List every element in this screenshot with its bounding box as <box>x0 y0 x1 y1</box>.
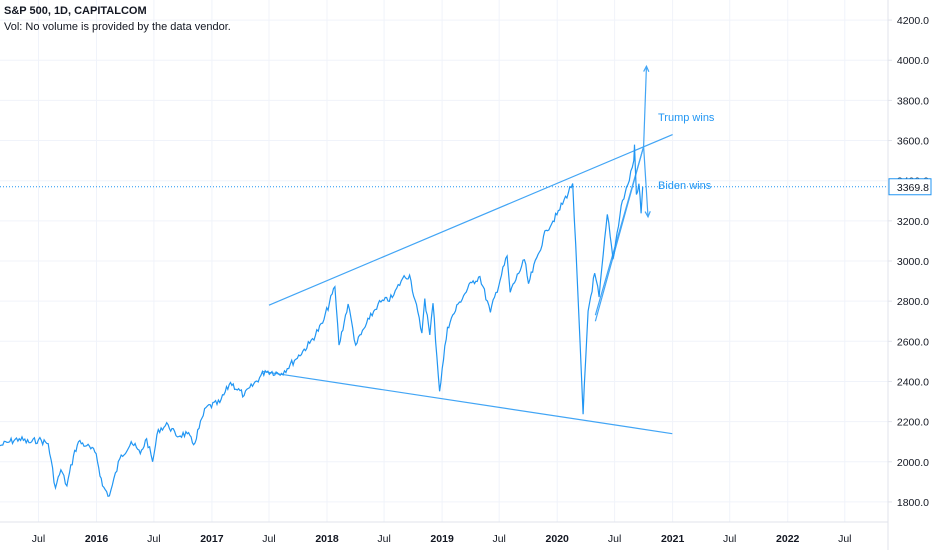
x-tick-label: 2017 <box>200 533 224 545</box>
x-tick-label: Jul <box>838 533 851 545</box>
y-tick-label: 2400.0 <box>897 376 929 388</box>
y-tick-label: 3000.0 <box>897 256 929 268</box>
x-tick-label: Jul <box>608 533 621 545</box>
upper-trendline[interactable] <box>268 133 673 306</box>
y-tick-label: 2600.0 <box>897 336 929 348</box>
y-tick-label: 3800.0 <box>897 95 929 107</box>
trump-arrow-line[interactable] <box>643 66 648 147</box>
biden-wins-label[interactable]: Biden wins <box>658 180 712 192</box>
x-tick-label: Jul <box>492 533 505 545</box>
y-tick-label: 4200.0 <box>897 15 929 27</box>
x-tick-label: 2022 <box>776 533 800 545</box>
y-tick-label: 4000.0 <box>897 55 929 67</box>
x-tick-label: Jul <box>32 533 45 545</box>
biden-arrow-head <box>644 211 651 219</box>
x-tick-label: 2020 <box>546 533 570 545</box>
trump-wins-label[interactable]: Trump wins <box>658 112 715 124</box>
price-series-line[interactable] <box>0 144 644 498</box>
chart-legend: S&P 500, 1D, CAPITALCOM Vol: No volume i… <box>4 3 231 35</box>
y-tick-label: 1800.0 <box>897 497 929 509</box>
lower-trendline[interactable] <box>262 370 673 435</box>
grid-group <box>0 0 888 522</box>
x-tick-label: 2018 <box>315 533 339 545</box>
x-tick-label: Jul <box>377 533 390 545</box>
biden-arrow-line[interactable] <box>643 146 649 217</box>
trump-arrow-head <box>643 64 650 72</box>
y-tick-label: 2800.0 <box>897 296 929 308</box>
x-tick-label: Jul <box>262 533 275 545</box>
x-tick-label: 2021 <box>661 533 685 545</box>
annotations-group: Trump wins Biden wins 3369.8 <box>0 112 932 196</box>
last-price-tag <box>888 178 932 196</box>
last-price-tag-label: 3369.8 <box>897 182 929 194</box>
symbol-title: S&P 500, 1D, CAPITALCOM <box>4 5 147 17</box>
y-tick-label: 2200.0 <box>897 417 929 429</box>
x-tick-label: Jul <box>147 533 160 545</box>
wedge-trendline-bottom[interactable] <box>594 146 645 316</box>
x-tick-label: Jul <box>723 533 736 545</box>
y-tick-label: 3600.0 <box>897 136 929 148</box>
drawings-group[interactable] <box>262 64 673 435</box>
x-tick-label: 2016 <box>85 533 109 545</box>
volume-note: Vol: No volume is provided by the data v… <box>4 21 231 33</box>
y-tick-label: 2000.0 <box>897 457 929 469</box>
x-tick-label: 2019 <box>430 533 454 545</box>
y-tick-label: 3200.0 <box>897 216 929 228</box>
price-series-group[interactable] <box>0 144 644 498</box>
